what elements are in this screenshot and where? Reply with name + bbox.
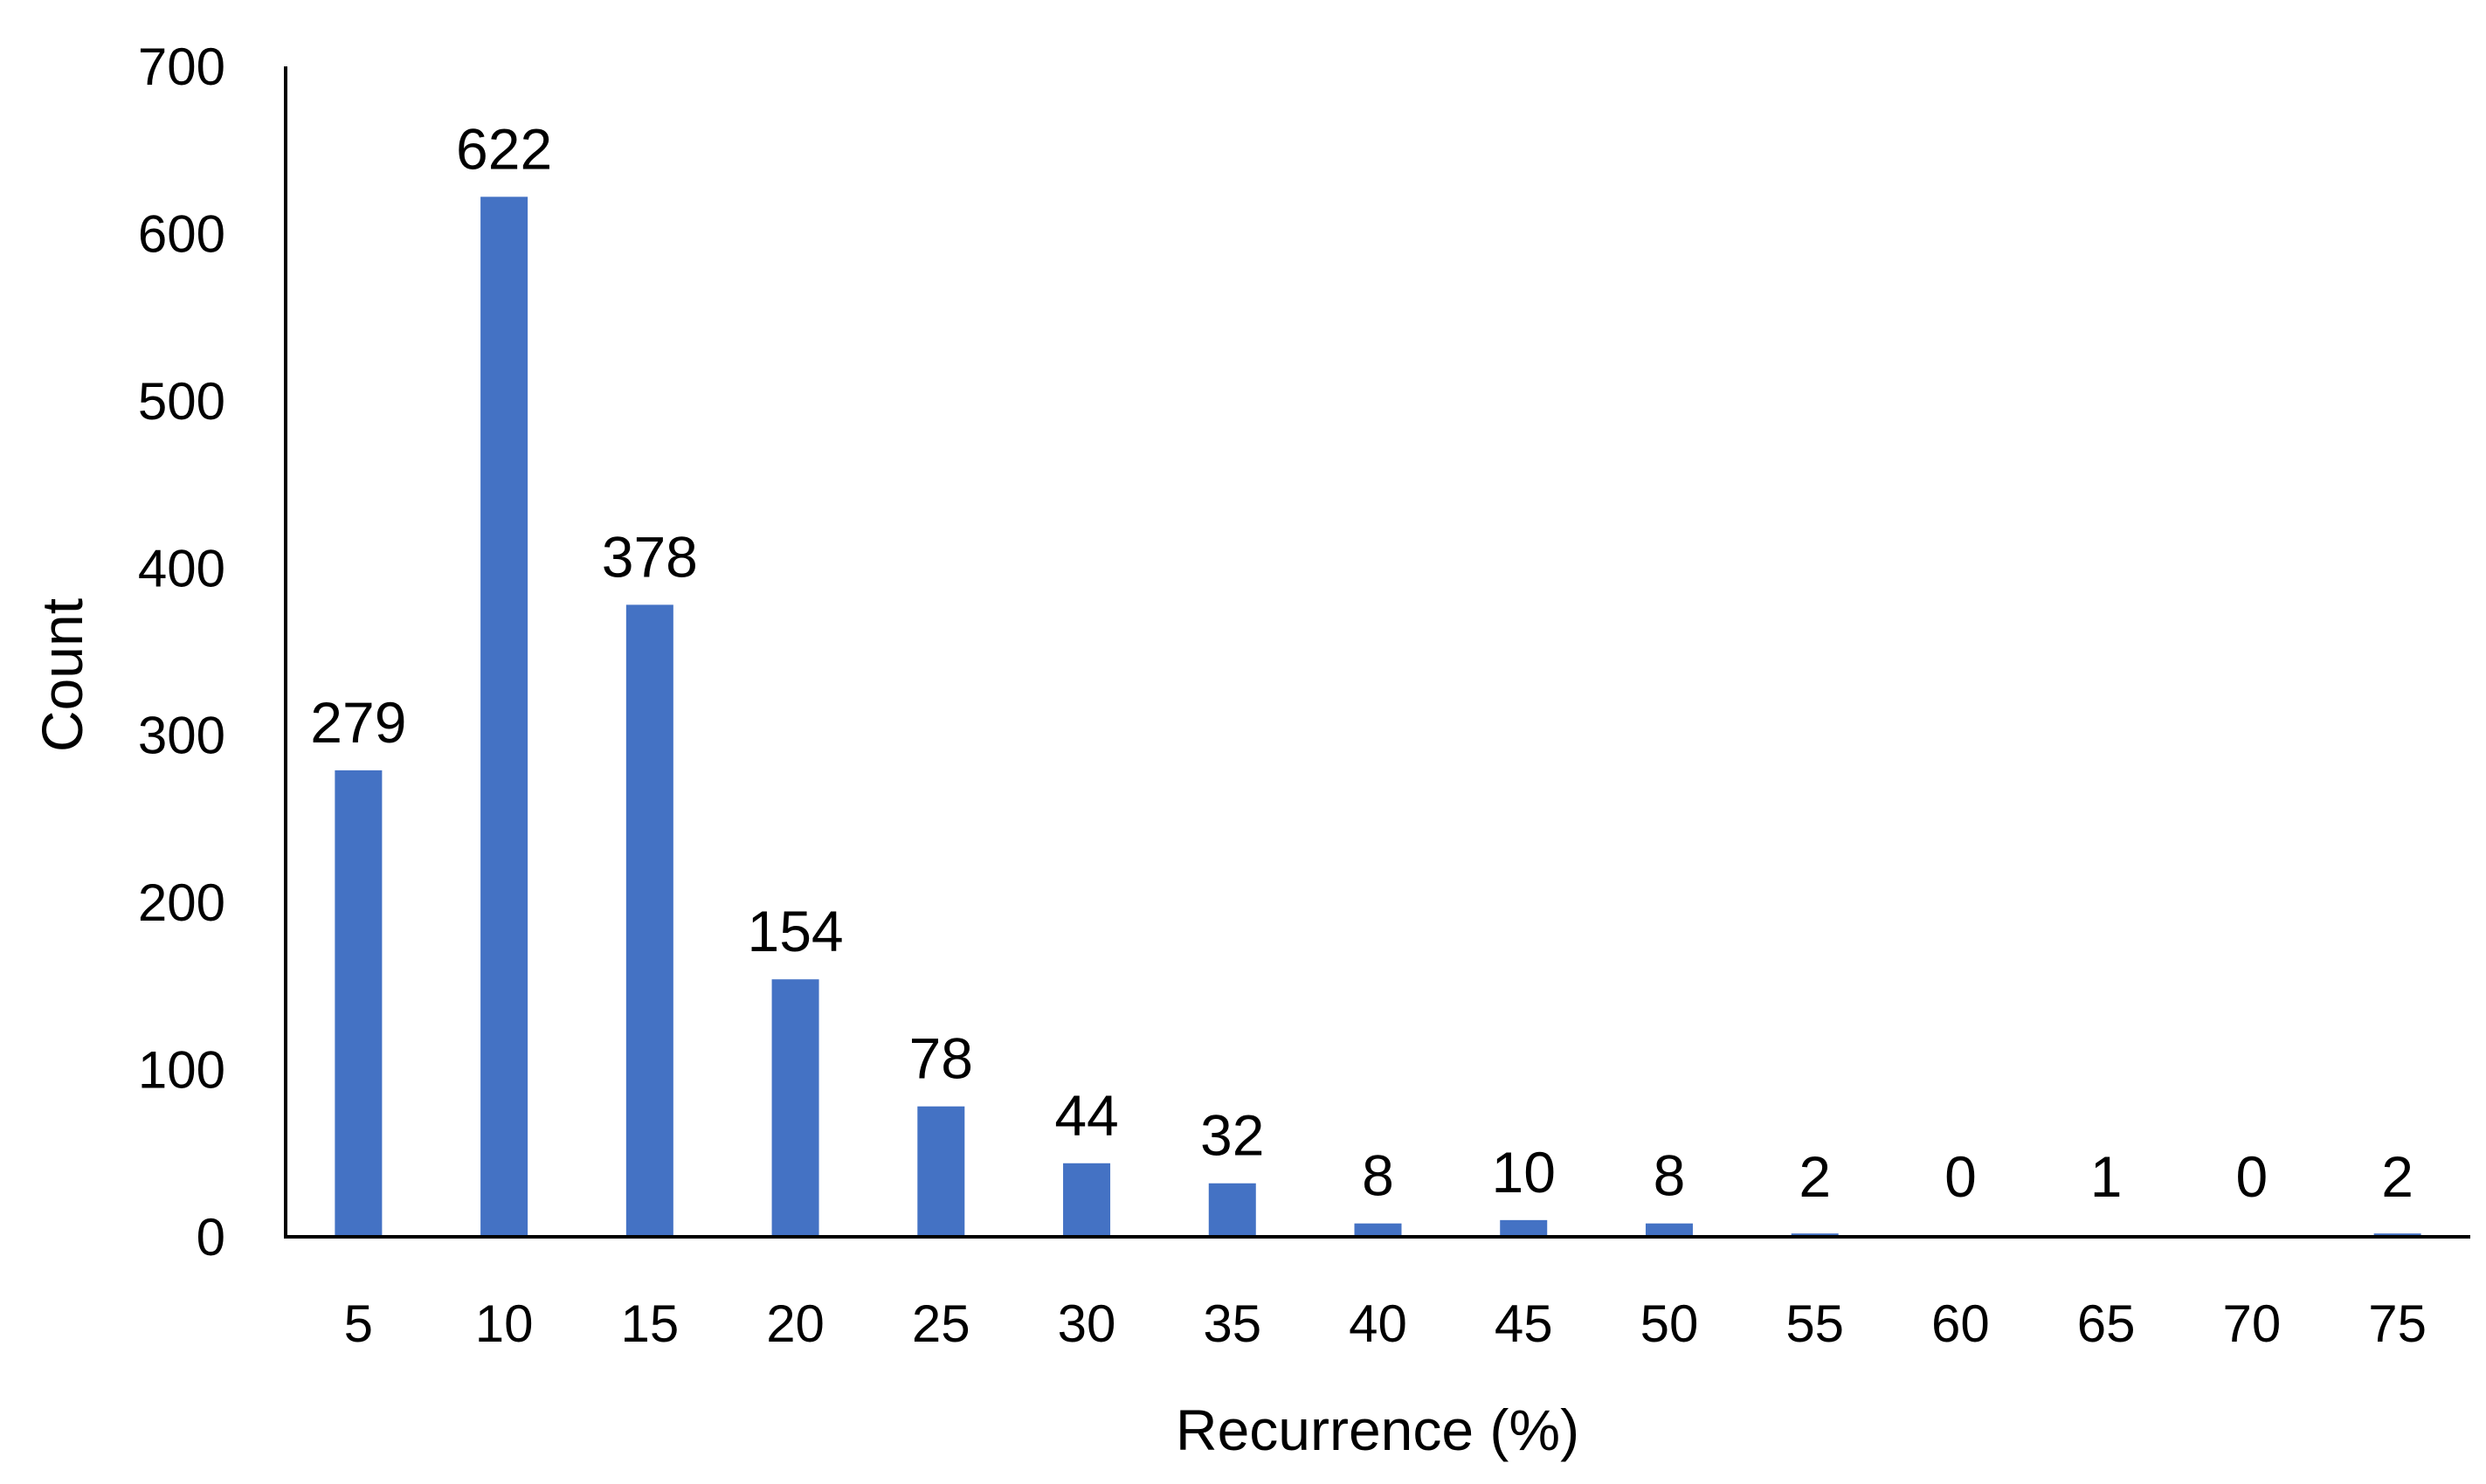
x-axis-title: Recurrence (%) [1176, 1398, 1579, 1462]
data-label-15: 378 [602, 524, 698, 589]
bar-40 [1354, 1223, 1402, 1237]
data-label-60: 0 [1944, 1144, 1977, 1209]
bars [335, 197, 2421, 1237]
bar-15 [625, 604, 673, 1237]
data-label-45: 10 [1492, 1140, 1556, 1204]
data-label-50: 8 [1654, 1143, 1686, 1208]
x-tick-label-45: 45 [1495, 1294, 1553, 1353]
data-label-70: 0 [2236, 1144, 2268, 1209]
bar-10 [480, 197, 528, 1237]
y-axis-title: Count [30, 598, 94, 752]
x-tick-label-35: 35 [1203, 1294, 1261, 1353]
data-label-75: 2 [2381, 1144, 2413, 1209]
x-tick-label-25: 25 [912, 1294, 970, 1353]
x-tick-label-75: 75 [2368, 1294, 2427, 1353]
data-label-55: 2 [1799, 1144, 1831, 1209]
y-tick-label: 400 [138, 539, 225, 597]
x-axis-ticks: 5 10 15 20 25 30 35 40 45 50 55 60 65 70 75 [344, 1294, 2427, 1353]
bar-5 [335, 770, 383, 1237]
data-label-25: 78 [909, 1026, 973, 1091]
bar-50 [1645, 1223, 1693, 1237]
y-tick-label: 100 [138, 1041, 225, 1100]
data-label-20: 154 [748, 899, 844, 963]
data-label-5: 279 [310, 690, 406, 755]
y-tick-label: 700 [138, 38, 225, 96]
x-tick-label-15: 15 [620, 1294, 679, 1353]
bar-20 [771, 979, 819, 1237]
y-tick-label: 300 [138, 707, 225, 765]
y-axis-ticks: 0 100 200 300 400 500 600 700 [138, 38, 225, 1267]
y-tick-label: 500 [138, 372, 225, 431]
bar-35 [1208, 1183, 1256, 1237]
y-tick-label: 0 [197, 1208, 225, 1267]
x-tick-label-20: 20 [766, 1294, 825, 1353]
x-tick-label-5: 5 [344, 1294, 373, 1353]
x-tick-label-70: 70 [2223, 1294, 2282, 1353]
data-label-40: 8 [1362, 1143, 1394, 1208]
data-label-30: 44 [1054, 1083, 1118, 1148]
data-label-65: 1 [2090, 1144, 2123, 1209]
x-tick-label-10: 10 [475, 1294, 534, 1353]
bar-30 [1063, 1163, 1111, 1237]
x-tick-label-60: 60 [1931, 1294, 1990, 1353]
bar-45 [1500, 1219, 1548, 1237]
x-tick-label-30: 30 [1058, 1294, 1116, 1353]
data-label-35: 32 [1200, 1103, 1264, 1168]
x-tick-label-50: 50 [1640, 1294, 1699, 1353]
x-tick-label-40: 40 [1349, 1294, 1407, 1353]
bar-25 [917, 1106, 965, 1237]
data-label-10: 622 [456, 116, 552, 181]
x-tick-label-55: 55 [1785, 1294, 1844, 1353]
y-tick-label: 600 [138, 204, 225, 263]
x-tick-label-65: 65 [2077, 1294, 2136, 1353]
y-tick-label: 200 [138, 873, 225, 932]
